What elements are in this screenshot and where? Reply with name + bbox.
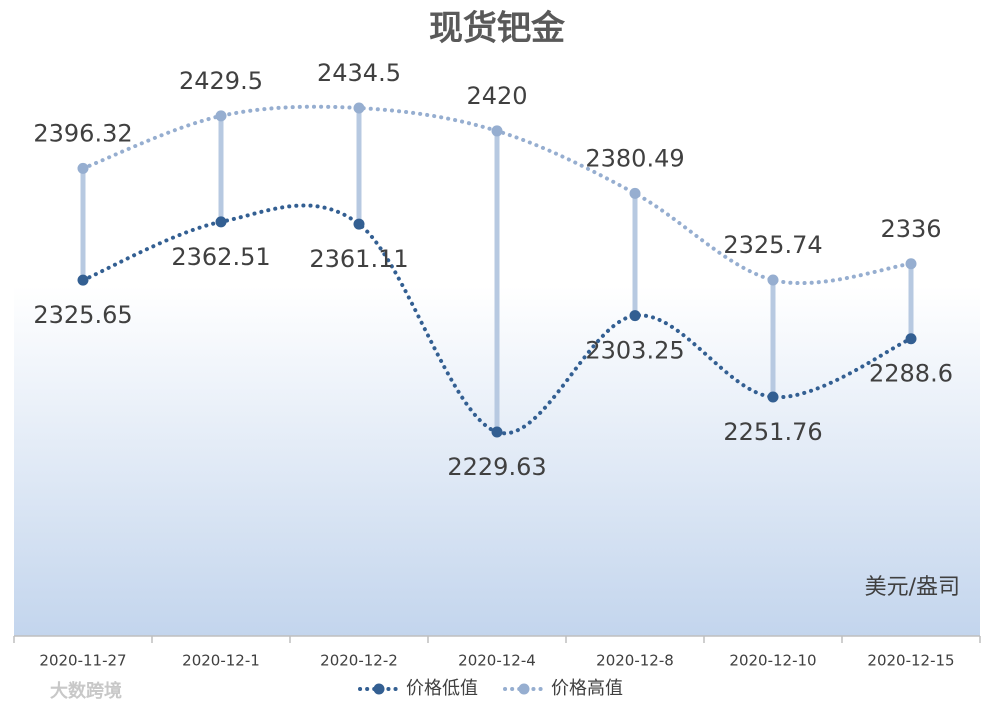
marker <box>353 102 365 114</box>
marker <box>905 258 917 270</box>
legend-marker <box>518 683 530 695</box>
marker <box>215 110 227 122</box>
marker <box>767 391 779 403</box>
chart-title: 现货钯金 <box>429 9 566 49</box>
data-label: 2380.49 <box>585 144 684 172</box>
marker <box>629 187 641 199</box>
x-tick-label: 2020-12-2 <box>320 652 398 670</box>
data-label: 2361.11 <box>309 245 408 273</box>
marker <box>77 162 89 174</box>
marker <box>77 274 89 286</box>
data-label: 2303.25 <box>585 337 684 365</box>
data-label: 2336 <box>880 215 941 243</box>
data-label: 2362.51 <box>171 243 270 271</box>
marker <box>491 125 503 137</box>
data-label: 2325.65 <box>33 301 132 329</box>
x-tick-label: 2020-12-1 <box>182 652 260 670</box>
marker <box>491 426 503 438</box>
data-label: 2434.5 <box>317 59 401 87</box>
unit-label: 美元/盎司 <box>865 575 960 600</box>
marker <box>353 218 365 230</box>
marker <box>767 274 779 286</box>
data-label: 2229.63 <box>447 453 546 481</box>
data-label: 2420 <box>466 82 527 110</box>
x-tick-label: 2020-12-8 <box>596 652 674 670</box>
legend-marker <box>373 683 385 695</box>
x-tick-label: 2020-12-15 <box>867 652 954 670</box>
marker <box>629 310 641 322</box>
data-label: 2251.76 <box>723 418 822 446</box>
data-label: 2396.32 <box>33 119 132 147</box>
x-tick-label: 2020-12-4 <box>458 652 536 670</box>
legend-label: 价格低值 <box>406 678 478 699</box>
watermark: 大数跨境 <box>50 680 122 702</box>
marker <box>905 333 917 345</box>
data-label: 2288.6 <box>869 360 953 388</box>
data-label: 2325.74 <box>723 231 822 259</box>
legend-label: 价格高值 <box>551 678 623 699</box>
marker <box>215 216 227 228</box>
data-label: 2429.5 <box>179 67 263 95</box>
x-tick-label: 2020-11-27 <box>39 652 126 670</box>
x-tick-label: 2020-12-10 <box>729 652 816 670</box>
